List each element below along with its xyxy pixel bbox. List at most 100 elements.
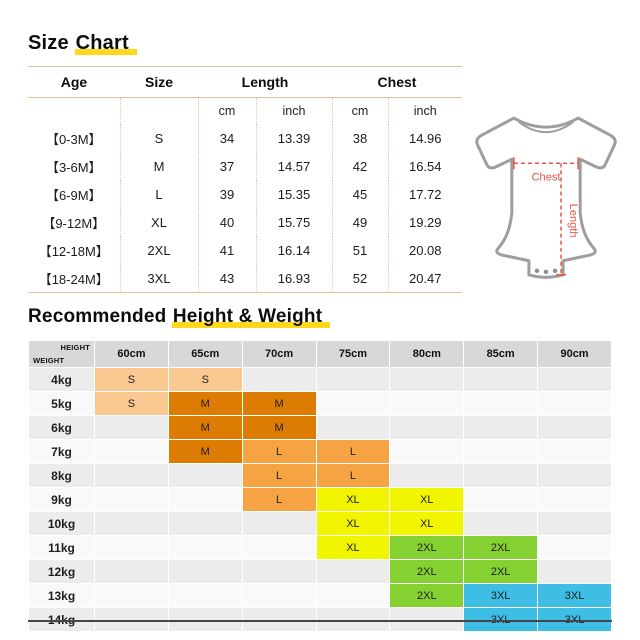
size-table-row: 【6-9M】 L 39 15.35 45 17.72 [28,180,462,208]
hw-empty-cell [389,439,465,464]
hw-empty-cell [94,559,169,584]
height-col-60: 60cm [94,340,169,368]
hw-size-cell-s: S [94,367,169,392]
age-cell: 【12-18M】 [38,243,109,259]
hw-empty-cell [241,559,317,584]
hw-empty-cell [537,535,612,560]
height-col-65: 65cm [167,340,243,368]
unit-empty [119,97,198,124]
hw-empty-cell [537,559,612,584]
hw-empty-cell [389,367,465,392]
size-cell: L [119,180,198,208]
size-cell: XL [119,208,198,236]
age-cell: 【9-12M】 [42,215,106,231]
weight-label-cell: 10kg [28,511,95,536]
hw-size-cell-l: L [241,463,317,488]
length-cm-cell: 41 [197,236,256,264]
hw-empty-cell [167,463,243,488]
size-table-row: 【18-24M】 3XL 43 16.93 52 20.47 [28,264,462,293]
chest-inch-cell: 14.96 [387,124,462,152]
height-col-75: 75cm [315,340,391,368]
weight-label-cell: 12kg [28,559,95,584]
chest-cm-cell: 38 [331,124,388,152]
hw-empty-cell [315,415,391,440]
chest-cm-cell: 52 [331,264,388,293]
snap-dot [534,268,540,274]
hw-size-cell-m: M [167,415,243,440]
unit-chest-cm: cm [331,97,388,124]
age-cell: 【0-3M】 [45,131,102,147]
hw-empty-cell [167,607,243,632]
weight-label-cell: 9kg [28,487,95,512]
hw-empty-cell [537,367,612,392]
snap-dot [552,268,558,274]
height-col-90: 90cm [537,340,612,368]
chest-cm-cell: 49 [331,208,388,236]
size-table-row: 【3-6M】 M 37 14.57 42 16.54 [28,152,462,180]
hw-empty-cell [463,463,539,488]
hw-empty-cell [389,415,465,440]
hw-row: 5kg S M M [28,391,612,416]
hw-empty-cell [94,415,169,440]
size-table-header-row: Age Size Length Chest [28,66,462,98]
length-inch-cell: 16.14 [255,236,332,264]
size-cell: 2XL [119,236,198,264]
weight-label-cell: 8kg [28,463,95,488]
length-inch-cell: 16.93 [255,264,332,293]
hw-empty-cell [167,535,243,560]
hw-empty-cell [167,511,243,536]
hw-empty-cell [463,415,539,440]
hw-size-cell-2xl: 2XL [389,583,465,608]
hw-empty-cell [241,607,317,632]
hw-empty-cell [389,391,465,416]
unit-length-cm: cm [197,97,256,124]
col-header-size: Size [120,66,198,98]
hw-size-cell-2xl: 2XL [463,559,539,584]
chest-inch-cell: 17.72 [387,180,462,208]
size-table-row: 【12-18M】 2XL 41 16.14 51 20.08 [28,236,462,264]
hw-size-cell-xl: XL [315,535,391,560]
hw-empty-cell [537,415,612,440]
hw-row: 9kg L XL XL [28,487,612,512]
length-inch-cell: 13.39 [255,124,332,152]
weight-label-cell: 7kg [28,439,95,464]
size-cell: 3XL [119,264,198,293]
size-cell: M [119,152,198,180]
weight-label-cell: 5kg [28,391,95,416]
hw-empty-cell [537,487,612,512]
corner-height-label: HEIGHT [60,343,90,352]
age-cell: 【3-6M】 [45,159,102,175]
hw-row: 13kg 2XL 3XL 3XL [28,583,612,608]
size-chart-title-prefix: Size [28,32,75,54]
weight-label-cell: 11kg [28,535,95,560]
hw-size-cell-m: M [167,391,243,416]
hw-size-cell-3xl: 3XL [537,607,612,632]
hw-row: 6kg M M [28,415,612,440]
height-col-80: 80cm [389,340,465,368]
hw-row: 12kg 2XL 2XL [28,559,612,584]
hw-size-cell-l: L [241,439,317,464]
length-cm-cell: 37 [197,152,256,180]
size-chart-table: Age Size Length Chest cm inch cm inch 【0… [28,66,462,293]
height-weight-title: Recommended Height & Weight [28,306,331,328]
height-weight-table: HEIGHT WEIGHT 60cm 65cm 70cm 75cm 80cm 8… [28,340,612,632]
hw-row: 10kg XL XL [28,511,612,536]
hw-empty-cell [463,367,539,392]
hw-row: 7kg M L L [28,439,612,464]
size-table-row: 【9-12M】 XL 40 15.75 49 19.29 [28,208,462,236]
length-inch-cell: 14.57 [255,152,332,180]
age-cell: 【18-24M】 [38,271,109,287]
weight-label-cell: 14kg [28,607,95,632]
bottom-divider [28,620,612,622]
hw-empty-cell [167,487,243,512]
bodysuit-outline [475,116,617,279]
hw-size-cell-2xl: 2XL [389,559,465,584]
corner-cell: HEIGHT WEIGHT [28,340,95,368]
col-header-chest: Chest [332,66,462,98]
length-cm-cell: 43 [197,264,256,293]
hw-empty-cell [241,583,317,608]
weight-label-cell: 13kg [28,583,95,608]
size-table-unit-row: cm inch cm inch [28,97,462,124]
unit-length-inch: inch [255,97,332,124]
